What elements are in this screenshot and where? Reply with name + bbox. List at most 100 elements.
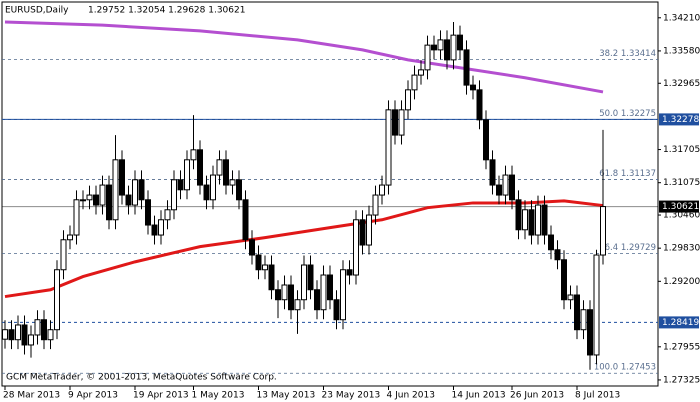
candle-body <box>515 199 522 231</box>
candle-body <box>229 179 236 186</box>
x-tick-label: 9 Apr 2013 <box>68 391 118 401</box>
candle-body <box>249 239 255 256</box>
fib-label: 100.0 1.27453 <box>594 363 656 373</box>
x-tick-label: 28 Mar 2013 <box>3 391 60 401</box>
y-tick-label: 1.27325 <box>663 375 700 385</box>
price-box <box>659 200 699 213</box>
candle-body <box>60 239 67 271</box>
y-tick-label: 1.33580 <box>663 46 700 56</box>
candle-body <box>418 69 424 76</box>
x-tick-label: 23 May 2013 <box>322 391 381 401</box>
candle-body <box>112 159 119 221</box>
candle-body <box>450 34 457 61</box>
candle-body <box>34 319 41 336</box>
candle-body <box>223 159 229 186</box>
price-box <box>659 316 699 329</box>
x-tick-label: 14 Jun 2013 <box>452 391 506 401</box>
fib-label: 50.0 1.32275 <box>599 109 656 119</box>
candle-body <box>41 319 47 341</box>
price-box-label: 1.32278 <box>662 115 699 125</box>
candle-body <box>366 214 372 246</box>
candle-body <box>151 224 158 236</box>
candle-body <box>67 234 73 241</box>
candle-body <box>132 179 138 206</box>
y-tick-label: 1.34210 <box>663 13 700 23</box>
candle-body <box>28 334 34 346</box>
chart-subtitle: 1.29752 1.32054 1.29628 1.30621 <box>88 6 245 16</box>
candle-body <box>171 179 177 211</box>
candle-body <box>210 174 216 201</box>
candle-body <box>145 199 151 226</box>
candle-body <box>502 174 509 196</box>
candle-body <box>93 194 99 206</box>
candle-body <box>496 184 502 196</box>
candle-body <box>21 324 28 346</box>
candle-body <box>8 329 15 341</box>
x-tick-label: 4 Jun 2013 <box>387 391 435 401</box>
candle-body <box>587 309 593 356</box>
candle-body <box>593 254 600 356</box>
candle-body <box>203 184 210 201</box>
candle-body <box>294 299 301 311</box>
candle-body <box>164 209 171 221</box>
price-box <box>659 113 699 126</box>
candle-body <box>216 159 223 176</box>
candle-body <box>99 184 106 206</box>
moving-average <box>4 20 604 94</box>
candle-body <box>580 309 587 331</box>
candle-body <box>288 284 294 311</box>
candle-body <box>509 174 515 201</box>
copyright: GCM MetaTrader, © 2001-2013, MetaQuotes … <box>6 373 277 383</box>
candle-body <box>47 329 54 341</box>
candle-body <box>80 199 86 202</box>
candle-body <box>463 49 470 86</box>
candle-body <box>236 179 242 201</box>
candle-body <box>158 219 164 236</box>
y-tick-label: 1.32965 <box>663 79 700 89</box>
candle-body <box>548 234 554 251</box>
candle-body <box>125 194 132 206</box>
candle-body <box>483 119 489 161</box>
price-box-label: 1.28419 <box>662 318 699 328</box>
chart-title: EURUSD,Daily <box>5 6 69 16</box>
candle-body <box>600 206 606 256</box>
candle-body <box>554 249 561 261</box>
x-tick-label: 8 Jul 2013 <box>575 391 620 401</box>
candle-body <box>346 269 353 276</box>
candle-body <box>379 184 385 196</box>
candle-body <box>535 204 541 236</box>
candle-body <box>314 289 320 311</box>
candle-body <box>73 199 80 236</box>
candle-body <box>333 299 340 321</box>
price-box-label: 1.30621 <box>662 202 699 212</box>
candle-body <box>301 264 307 301</box>
candle-body <box>444 39 450 61</box>
candle-body <box>457 34 463 51</box>
candle-body <box>476 89 483 121</box>
candle-body <box>385 109 392 186</box>
candle-body <box>561 259 567 301</box>
candle-body <box>307 264 314 291</box>
fib-label: 76.4 1.29729 <box>599 243 656 253</box>
candle-body <box>255 254 262 271</box>
candle-body <box>522 209 528 231</box>
candle-body <box>184 159 190 191</box>
y-tick-label: 1.31705 <box>663 145 700 155</box>
candle-body <box>197 149 203 186</box>
fib-label: 61.8 1.31137 <box>599 169 656 179</box>
candle-body <box>489 159 496 186</box>
candle-body <box>2 329 8 340</box>
candle-body <box>86 194 93 201</box>
candle-body <box>190 149 197 161</box>
candle-body <box>353 219 359 276</box>
y-tick-label: 1.30460 <box>663 211 700 221</box>
candle-body <box>320 274 327 311</box>
candle-body <box>405 89 411 111</box>
candle-body <box>359 219 366 246</box>
candle-body <box>411 74 418 91</box>
candle-body <box>528 209 535 236</box>
candle-body <box>54 269 60 331</box>
candle-body <box>574 294 580 331</box>
candle-body <box>106 184 112 221</box>
